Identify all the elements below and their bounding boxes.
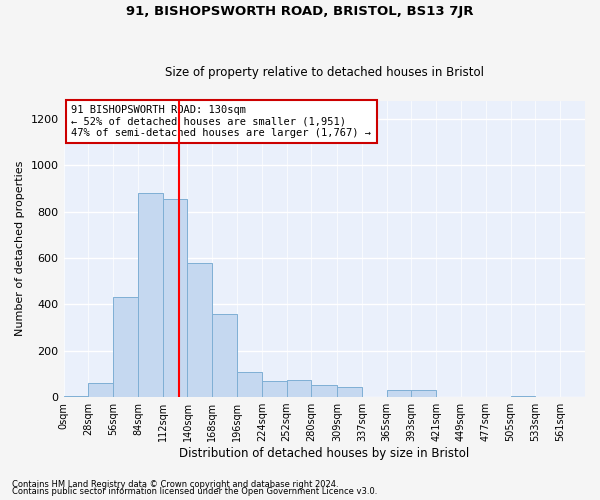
Bar bbox=[311, 386, 337, 397]
Y-axis label: Number of detached properties: Number of detached properties bbox=[15, 161, 25, 336]
Bar bbox=[88, 383, 113, 397]
Bar bbox=[511, 396, 535, 397]
Bar bbox=[337, 386, 362, 397]
Text: Contains HM Land Registry data © Crown copyright and database right 2024.: Contains HM Land Registry data © Crown c… bbox=[12, 480, 338, 489]
Text: 91, BISHOPSWORTH ROAD, BRISTOL, BS13 7JR: 91, BISHOPSWORTH ROAD, BRISTOL, BS13 7JR bbox=[126, 5, 474, 18]
Bar bbox=[212, 314, 237, 397]
Bar bbox=[386, 390, 412, 397]
Bar bbox=[187, 262, 212, 397]
Text: 91 BISHOPSWORTH ROAD: 130sqm
← 52% of detached houses are smaller (1,951)
47% of: 91 BISHOPSWORTH ROAD: 130sqm ← 52% of de… bbox=[71, 105, 371, 138]
X-axis label: Distribution of detached houses by size in Bristol: Distribution of detached houses by size … bbox=[179, 447, 469, 460]
Bar bbox=[113, 298, 138, 397]
Bar bbox=[163, 199, 187, 397]
Bar bbox=[237, 372, 262, 397]
Bar bbox=[412, 390, 436, 397]
Text: Contains public sector information licensed under the Open Government Licence v3: Contains public sector information licen… bbox=[12, 487, 377, 496]
Title: Size of property relative to detached houses in Bristol: Size of property relative to detached ho… bbox=[165, 66, 484, 78]
Bar bbox=[262, 381, 287, 397]
Bar bbox=[287, 380, 311, 397]
Bar bbox=[64, 396, 88, 397]
Bar bbox=[138, 193, 163, 397]
